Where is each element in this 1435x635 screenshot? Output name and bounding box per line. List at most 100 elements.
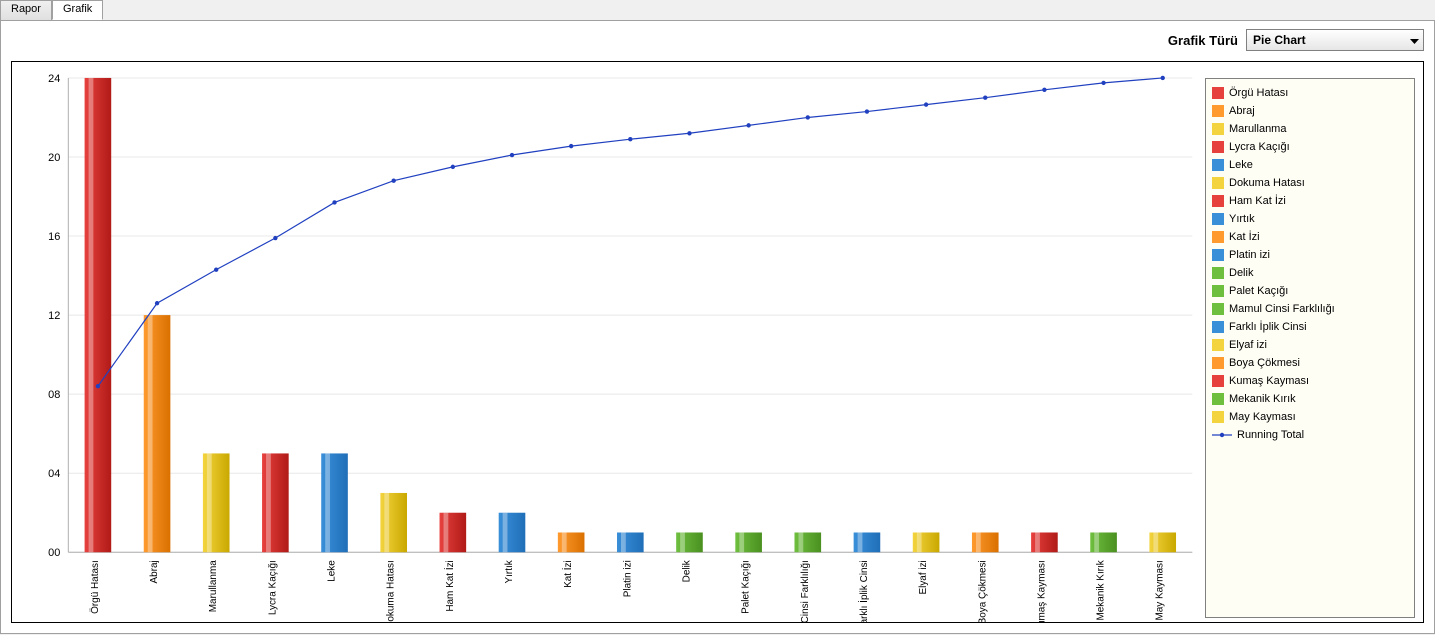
x-axis-label: Kumaş Kayması [1036, 560, 1047, 622]
bar [558, 532, 585, 552]
x-axis-label: Ham Kat İzi [445, 560, 456, 611]
legend-swatch [1212, 357, 1224, 369]
legend-label: Ham Kat İzi [1229, 195, 1286, 207]
legend-item: Leke [1212, 157, 1408, 173]
legend-label: Palet Kaçığı [1229, 285, 1288, 297]
legend-label: Lycra Kaçığı [1229, 141, 1290, 153]
legend-item: Farklı İplik Cinsi [1212, 319, 1408, 335]
x-axis-label: Leke [327, 560, 338, 582]
svg-text:16: 16 [48, 231, 60, 243]
svg-text:20: 20 [48, 152, 60, 164]
legend-swatch [1212, 87, 1224, 99]
x-axis-label: Elyaf izi [918, 560, 929, 594]
legend-label: Running Total [1237, 429, 1304, 441]
legend-item: Ham Kat İzi [1212, 193, 1408, 209]
legend-item: Marullanma [1212, 121, 1408, 137]
x-axis-label: Farklı İplik Cinsi [859, 560, 870, 622]
legend-swatch [1212, 339, 1224, 351]
legend-label: Kat İzi [1229, 231, 1260, 243]
legend-item-running-total: Running Total [1212, 427, 1408, 443]
legend-label: Leke [1229, 159, 1253, 171]
legend-swatch [1212, 159, 1224, 171]
legend-item: Dokuma Hatası [1212, 175, 1408, 191]
legend-label: Elyaf izi [1229, 339, 1267, 351]
legend-label: Boya Çökmesi [1229, 357, 1300, 369]
running-total-line [98, 78, 1163, 386]
svg-text:08: 08 [48, 389, 60, 401]
legend-swatch [1212, 249, 1224, 261]
legend-label: Marullanma [1229, 123, 1286, 135]
legend-line-icon [1212, 429, 1232, 441]
legend-swatch [1212, 303, 1224, 315]
legend-swatch [1212, 123, 1224, 135]
legend-swatch [1212, 177, 1224, 189]
legend-swatch [1212, 285, 1224, 297]
legend-label: Mamul Cinsi Farklılığı [1229, 303, 1335, 315]
legend-label: Mekanik Kırık [1229, 393, 1296, 405]
x-axis-label: Boya Çökmesi [977, 560, 988, 622]
tab-rapor[interactable]: Rapor [0, 0, 52, 20]
x-axis-label: Marullanma [208, 560, 219, 612]
legend-swatch [1212, 213, 1224, 225]
legend-label: Dokuma Hatası [1229, 177, 1305, 189]
legend-label: Kumaş Kayması [1229, 375, 1309, 387]
legend-item: Mamul Cinsi Farklılığı [1212, 301, 1408, 317]
x-axis-label: Yırtık [504, 560, 515, 583]
bar [440, 513, 467, 553]
legend-label: Farklı İplik Cinsi [1229, 321, 1307, 333]
tab-strip: Rapor Grafik [0, 0, 1435, 20]
legend-item: Delik [1212, 265, 1408, 281]
chart-type-value: Pie Chart [1253, 33, 1306, 47]
x-axis-label: Palet Kaçığı [741, 560, 752, 614]
window: Rapor Grafik Grafik Türü Pie Chart 00040… [0, 0, 1435, 635]
svg-text:04: 04 [48, 468, 60, 480]
legend-item: Platin izi [1212, 247, 1408, 263]
chart-area: 00 04 08 12 16 20 24 Örgü Hatası Abraj Marullanma… [11, 61, 1424, 623]
legend-item: Kat İzi [1212, 229, 1408, 245]
x-axis-label: May Kayması [1155, 560, 1166, 620]
legend-label: Platin izi [1229, 249, 1270, 261]
legend-label: Yırtık [1229, 213, 1255, 225]
x-axis-label: Dokuma Hatası [386, 560, 397, 622]
legend-swatch [1212, 105, 1224, 117]
legend-swatch [1212, 267, 1224, 279]
svg-text:12: 12 [48, 310, 60, 322]
tab-grafik[interactable]: Grafik [52, 0, 103, 20]
svg-text:00: 00 [48, 547, 60, 559]
legend-item: Kumaş Kayması [1212, 373, 1408, 389]
x-axis-label: Platin izi [622, 560, 633, 597]
legend-label: May Kayması [1229, 411, 1296, 423]
x-axis-label: Delik [681, 560, 692, 582]
x-axis-label: Mamul Cinsi Farklılığı [800, 560, 811, 622]
chevron-down-icon [1410, 33, 1419, 47]
svg-text:24: 24 [48, 73, 60, 85]
legend-item: Lycra Kaçığı [1212, 139, 1408, 155]
legend-label: Örgü Hatası [1229, 87, 1288, 99]
legend-swatch [1212, 195, 1224, 207]
legend-item: Boya Çökmesi [1212, 355, 1408, 371]
legend-swatch [1212, 231, 1224, 243]
x-axis-label: Mekanik Kırık [1096, 560, 1107, 620]
legend-item: Palet Kaçığı [1212, 283, 1408, 299]
legend-item: Örgü Hatası [1212, 85, 1408, 101]
x-axis-label: Kat İzi [563, 560, 574, 588]
chart-type-selector: Grafik Türü Pie Chart [1168, 29, 1424, 51]
legend-swatch [1212, 375, 1224, 387]
legend-item: Mekanik Kırık [1212, 391, 1408, 407]
legend: Örgü Hatası Abraj Marullanma Lycra Kaçığı Le… [1205, 78, 1415, 618]
bar [854, 532, 881, 552]
legend-swatch [1212, 321, 1224, 333]
legend-label: Delik [1229, 267, 1253, 279]
legend-label: Abraj [1229, 105, 1255, 117]
x-axis-label: Örgü Hatası [90, 560, 101, 614]
legend-item: May Kayması [1212, 409, 1408, 425]
x-axis-label: Abraj [149, 560, 160, 583]
legend-item: Yırtık [1212, 211, 1408, 227]
chart-type-dropdown[interactable]: Pie Chart [1246, 29, 1424, 51]
panel-grafik: Grafik Türü Pie Chart 00 04 08 12 16 20 24 Örgü… [0, 20, 1435, 634]
legend-swatch [1212, 411, 1224, 423]
chart-type-label: Grafik Türü [1168, 33, 1238, 48]
legend-swatch [1212, 141, 1224, 153]
x-axis-label: Lycra Kaçığı [267, 560, 278, 615]
legend-item: Abraj [1212, 103, 1408, 119]
